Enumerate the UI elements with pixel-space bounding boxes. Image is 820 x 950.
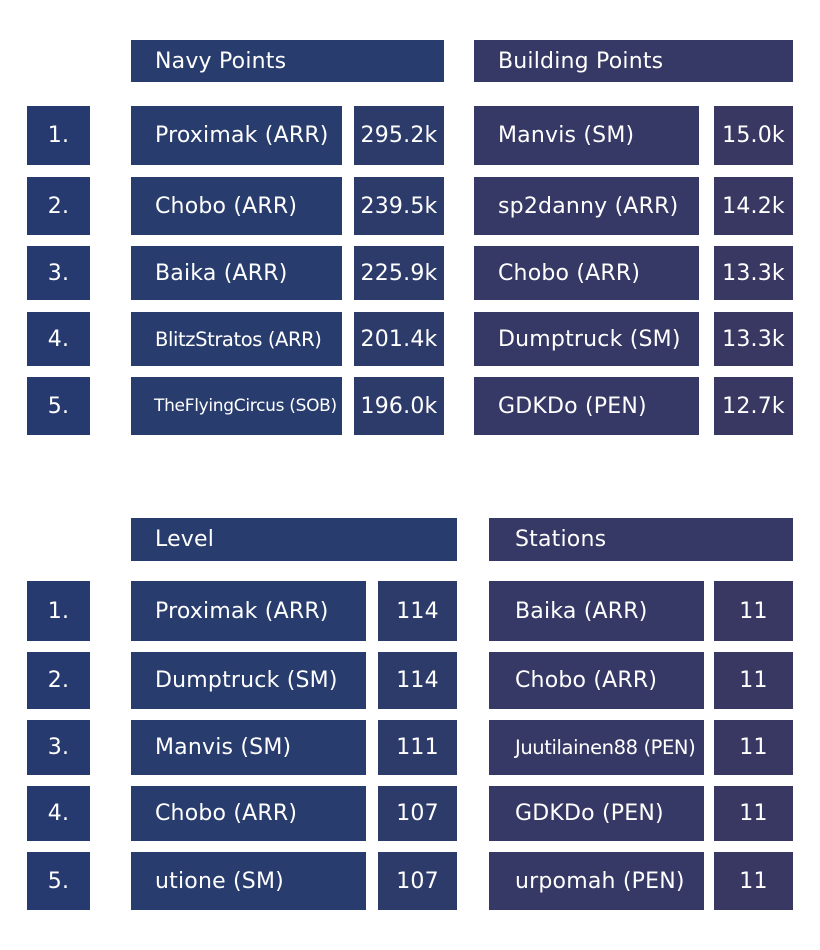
- navy-points-value: 225.9k: [354, 246, 444, 300]
- rank-label: 4.: [27, 786, 90, 841]
- building-points-header: Building Points: [474, 40, 793, 82]
- stations-value: 11: [714, 652, 793, 709]
- level-value: 111: [378, 720, 457, 775]
- navy-points-player-name: Baika (ARR): [131, 246, 342, 300]
- building-points-value: 13.3k: [714, 312, 793, 366]
- building-points-player-name: Manvis (SM): [474, 106, 699, 165]
- rank-label: 3.: [27, 246, 90, 300]
- stations-value: 11: [714, 581, 793, 641]
- navy-points-value: 201.4k: [354, 312, 444, 366]
- navy-points-value: 239.5k: [354, 177, 444, 235]
- level-value: 114: [378, 581, 457, 641]
- stations-value: 11: [714, 786, 793, 841]
- rank-label: 5.: [27, 377, 90, 435]
- navy-points-player-name: BlitzStratos (ARR): [131, 312, 342, 366]
- level-player-name: Manvis (SM): [131, 720, 366, 775]
- stations-player-name: Chobo (ARR): [489, 652, 704, 709]
- stations-player-name: Baika (ARR): [489, 581, 704, 641]
- stations-player-name: Juutilainen88 (PEN): [489, 720, 704, 775]
- rank-label: 1.: [27, 581, 90, 641]
- rank-label: 3.: [27, 720, 90, 775]
- building-points-player-name: Chobo (ARR): [474, 246, 699, 300]
- navy-points-value: 196.0k: [354, 377, 444, 435]
- building-points-value: 14.2k: [714, 177, 793, 235]
- rank-label: 2.: [27, 652, 90, 709]
- rank-label: 5.: [27, 852, 90, 910]
- stations-value: 11: [714, 852, 793, 910]
- rank-label: 2.: [27, 177, 90, 235]
- stations-header: Stations: [489, 518, 793, 561]
- navy-points-value: 295.2k: [354, 106, 444, 165]
- stations-value: 11: [714, 720, 793, 775]
- rank-label: 4.: [27, 312, 90, 366]
- building-points-value: 13.3k: [714, 246, 793, 300]
- level-value: 107: [378, 852, 457, 910]
- level-value: 107: [378, 786, 457, 841]
- stations-player-name: GDKDo (PEN): [489, 786, 704, 841]
- navy-points-header: Navy Points: [131, 40, 444, 82]
- level-player-name: Dumptruck (SM): [131, 652, 366, 709]
- level-player-name: Proximak (ARR): [131, 581, 366, 641]
- level-player-name: Chobo (ARR): [131, 786, 366, 841]
- level-header: Level: [131, 518, 457, 561]
- level-player-name: utione (SM): [131, 852, 366, 910]
- building-points-player-name: GDKDo (PEN): [474, 377, 699, 435]
- building-points-player-name: Dumptruck (SM): [474, 312, 699, 366]
- building-points-player-name: sp2danny (ARR): [474, 177, 699, 235]
- level-value: 114: [378, 652, 457, 709]
- navy-points-player-name: TheFlyingCircus (SOB): [131, 377, 342, 435]
- stations-player-name: urpomah (PEN): [489, 852, 704, 910]
- building-points-value: 12.7k: [714, 377, 793, 435]
- building-points-value: 15.0k: [714, 106, 793, 165]
- navy-points-player-name: Proximak (ARR): [131, 106, 342, 165]
- navy-points-player-name: Chobo (ARR): [131, 177, 342, 235]
- rank-label: 1.: [27, 106, 90, 165]
